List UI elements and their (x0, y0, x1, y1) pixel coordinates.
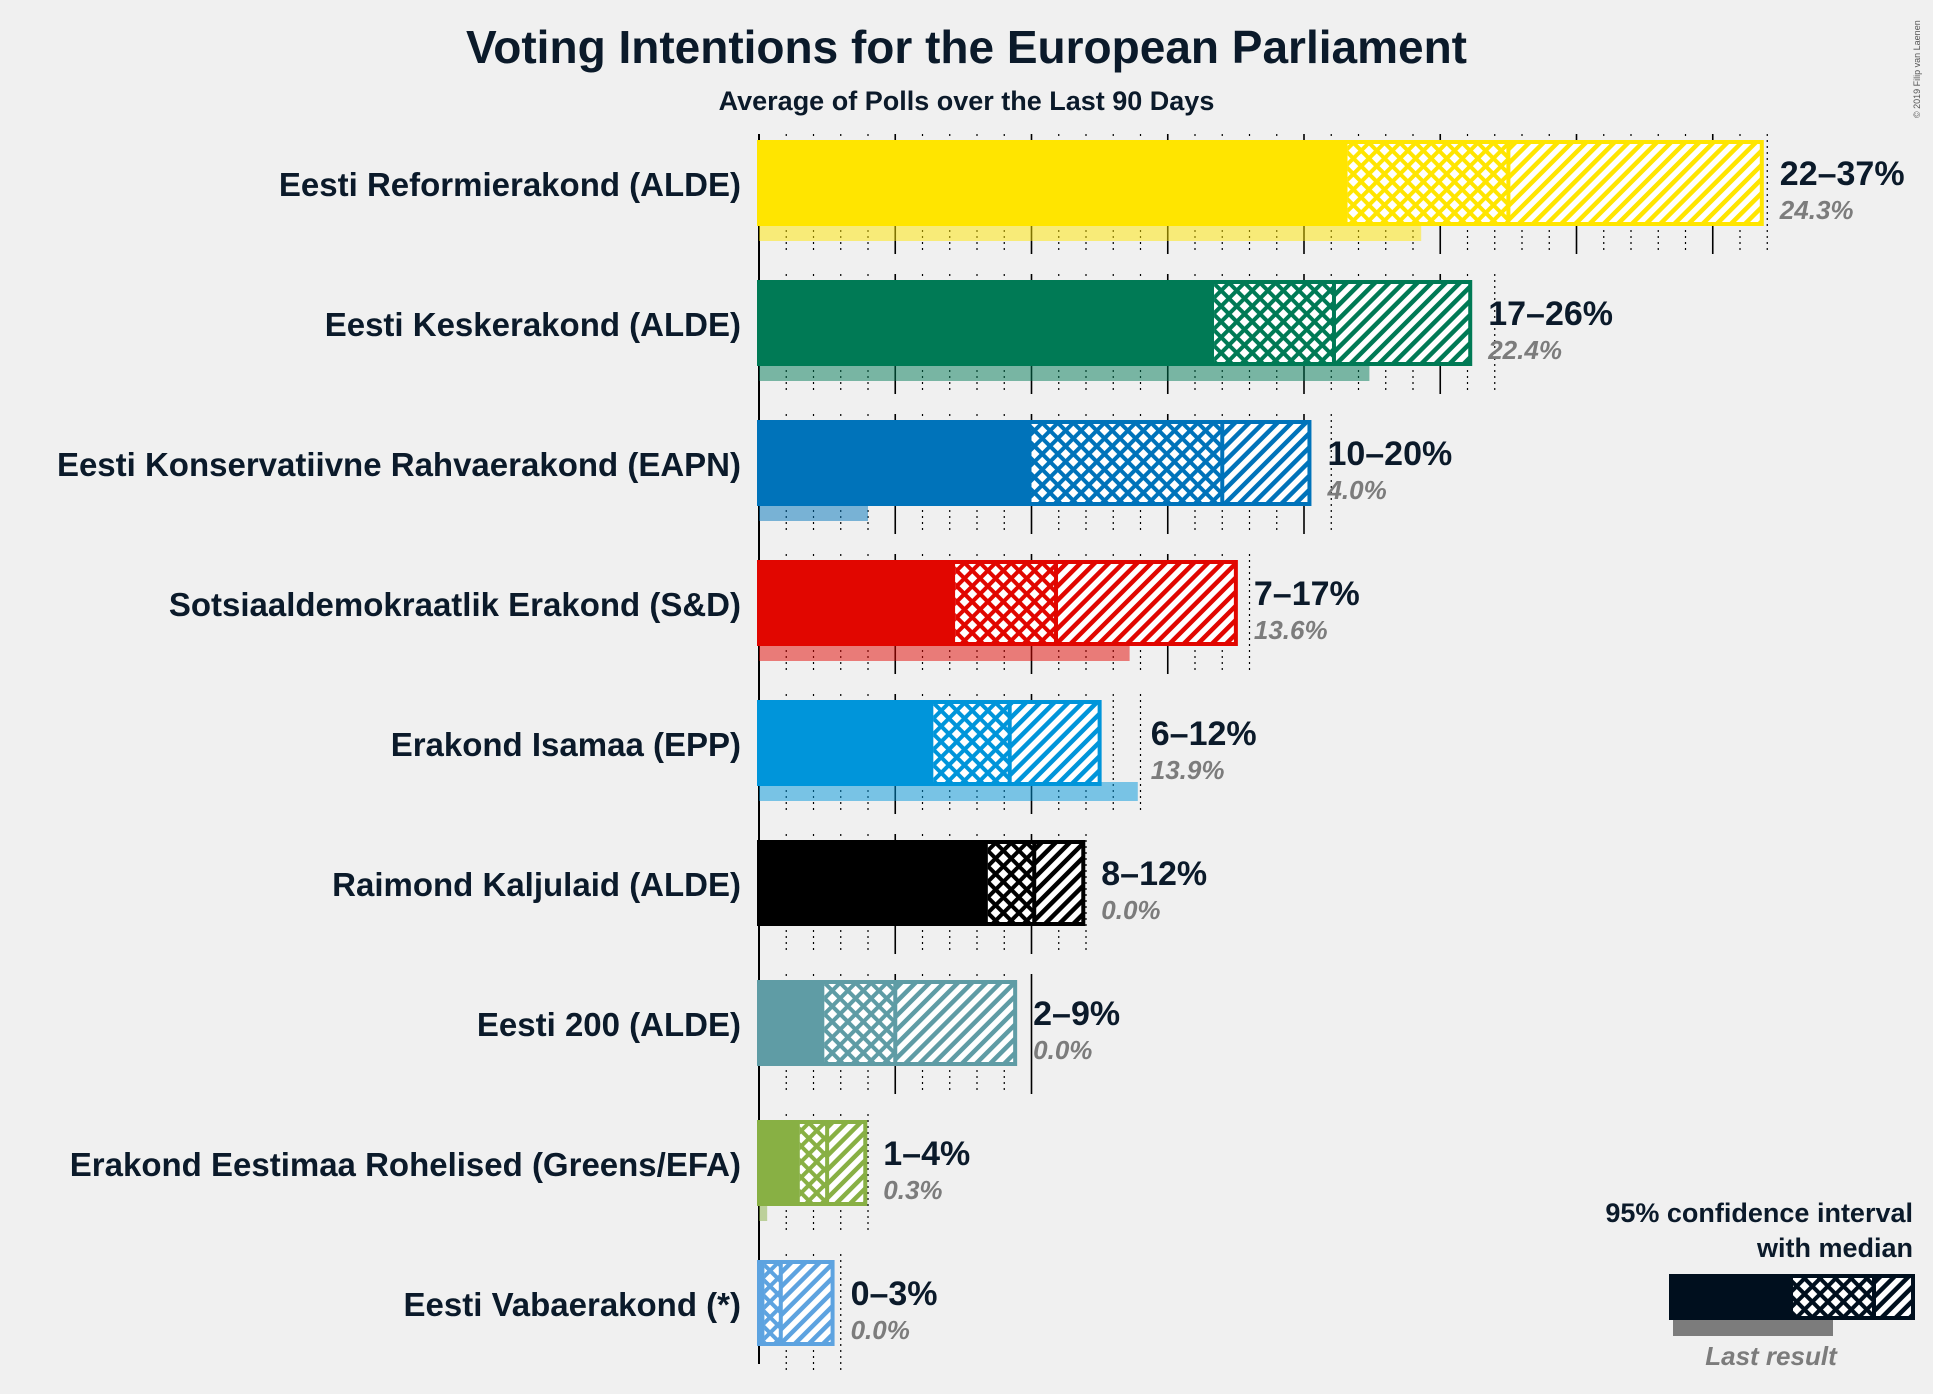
last-result-label: 0.0% (1101, 895, 1160, 925)
interval-crosshatch-bar (764, 1262, 781, 1344)
last-result-bar (759, 362, 1370, 381)
interval-solid-bar (759, 842, 988, 924)
interval-crosshatch-bar (1347, 142, 1509, 224)
interval-solid-bar (759, 702, 934, 784)
party-label: Eesti Keskerakond (ALDE) (325, 306, 741, 343)
party-label: Erakond Eestimaa Rohelised (Greens/EFA) (70, 1146, 741, 1183)
legend-hatch-bar (1874, 1276, 1913, 1318)
interval-solid-bar (759, 422, 1032, 504)
interval-crosshatch-bar (799, 1122, 828, 1204)
range-label: 0–3% (851, 1275, 938, 1313)
last-result-label: 24.3% (1779, 195, 1854, 225)
legend-interval-outline (1669, 1274, 1915, 1320)
last-result-bar (759, 642, 1130, 661)
interval-solid-bar (759, 282, 1215, 364)
interval-hatch-bar (780, 1262, 833, 1344)
interval-outline (757, 980, 1018, 1066)
legend-solid-bar (1671, 1276, 1793, 1318)
interval-solid-bar (759, 1122, 800, 1204)
range-label: 6–12% (1151, 715, 1257, 753)
bars: Eesti Reformierakond (ALDE) 22–37%24.3% Ee… (57, 140, 1905, 1346)
last-result-label: 0.0% (1033, 1035, 1092, 1065)
interval-crosshatch-bar (824, 982, 896, 1064)
party-label: Eesti 200 (ALDE) (477, 1006, 741, 1043)
range-label: 10–20% (1327, 435, 1452, 473)
chart-subtitle: Average of Polls over the Last 90 Days (718, 86, 1215, 116)
range-label: 1–4% (883, 1135, 970, 1173)
interval-outline (757, 840, 1086, 926)
last-result-bar (759, 782, 1138, 801)
legend-title-line1: 95% confidence interval (1605, 1198, 1913, 1228)
interval-crosshatch-bar (1031, 422, 1223, 504)
interval-outline (757, 280, 1473, 366)
interval-crosshatch-bar (955, 562, 1057, 644)
last-result-bar (759, 222, 1422, 241)
last-result-label: 13.9% (1151, 755, 1225, 785)
interval-hatch-bar (1333, 282, 1471, 364)
interval-solid-bar (759, 142, 1348, 224)
range-label: 8–12% (1101, 855, 1207, 893)
legend-last-result-bar (1673, 1318, 1833, 1336)
party-label: Eesti Reformierakond (ALDE) (279, 166, 741, 203)
chart-title: Voting Intentions for the European Parli… (466, 21, 1467, 73)
last-result-label: 4.0% (1326, 475, 1386, 505)
interval-outline (757, 560, 1238, 646)
interval-hatch-bar (1222, 422, 1310, 504)
last-result-label: 0.3% (883, 1175, 942, 1205)
legend-last-result-label: Last result (1705, 1341, 1838, 1371)
last-result-label: 0.0% (851, 1315, 910, 1345)
legend-title-line2: with median (1756, 1233, 1913, 1263)
party-label: Eesti Vabaerakond (*) (404, 1286, 741, 1323)
interval-hatch-bar (895, 982, 1016, 1064)
party-label: Sotsiaaldemokraatlik Erakond (S&D) (169, 586, 741, 623)
interval-outline (757, 1120, 868, 1206)
last-result-label: 13.6% (1254, 615, 1328, 645)
interval-solid-bar (759, 562, 956, 644)
interval-crosshatch-bar (987, 842, 1035, 924)
last-result-bar (759, 1202, 768, 1221)
interval-solid-bar (759, 1262, 765, 1344)
interval-hatch-bar (1034, 842, 1084, 924)
interval-crosshatch-bar (933, 702, 1010, 784)
party-label: Eesti Konservatiivne Rahvaerakond (EAPN) (57, 446, 741, 483)
range-label: 7–17% (1254, 575, 1360, 613)
range-label: 22–37% (1780, 155, 1905, 193)
legend-crosshatch-bar (1793, 1276, 1874, 1318)
interval-hatch-bar (1056, 562, 1236, 644)
interval-outline (757, 140, 1764, 226)
interval-hatch-bar (1009, 702, 1100, 784)
party-label: Raimond Kaljulaid (ALDE) (332, 866, 741, 903)
last-result-bar (759, 502, 868, 521)
last-result-label: 22.4% (1487, 335, 1562, 365)
legend: 95% confidence interval with median Last… (1605, 1198, 1915, 1371)
interval-outline (757, 420, 1312, 506)
interval-outline (757, 700, 1102, 786)
range-label: 2–9% (1033, 995, 1120, 1033)
range-label: 17–26% (1488, 295, 1613, 333)
interval-crosshatch-bar (1214, 282, 1334, 364)
interval-outline (757, 1260, 835, 1346)
party-label: Erakond Isamaa (EPP) (391, 726, 741, 763)
interval-solid-bar (759, 982, 825, 1064)
interval-hatch-bar (827, 1122, 866, 1204)
interval-hatch-bar (1508, 142, 1762, 224)
